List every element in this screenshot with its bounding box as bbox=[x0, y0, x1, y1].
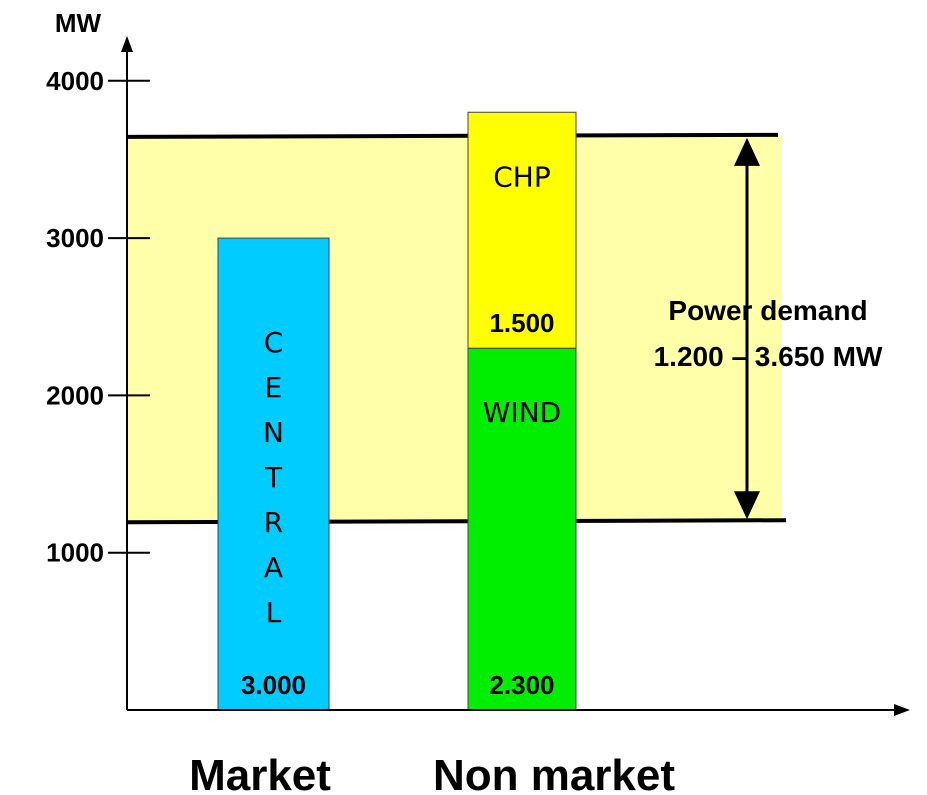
power-demand-title: Power demand bbox=[668, 295, 867, 326]
segment-label-letter: L bbox=[266, 596, 282, 629]
value-label-central: 3.000 bbox=[241, 670, 306, 700]
y-tick-label: 3000 bbox=[46, 223, 104, 253]
bar-central bbox=[217, 237, 330, 711]
category-label: Non market bbox=[433, 751, 675, 795]
value-label-wind: 2.300 bbox=[489, 670, 554, 700]
x-axis-arrow bbox=[894, 704, 910, 716]
segment-label-letter: C bbox=[264, 326, 284, 359]
segment-label-letter: E bbox=[265, 371, 283, 404]
power-demand-range-arrow bbox=[734, 137, 760, 520]
segment-label-chp: CHP bbox=[493, 160, 551, 193]
y-tick-label: 2000 bbox=[46, 380, 104, 410]
power-demand-range: 1.200 – 3.650 MW bbox=[654, 341, 883, 372]
y-tick-label: 1000 bbox=[46, 538, 104, 568]
range-arrow-down-head bbox=[734, 491, 760, 520]
category-labels: Market Non market bbox=[189, 751, 675, 795]
y-axis-arrow bbox=[121, 36, 133, 52]
y-axis-label: MW bbox=[55, 8, 102, 38]
bar-chp bbox=[467, 111, 577, 349]
bar-wind bbox=[467, 347, 577, 711]
segment-label-letter: A bbox=[264, 551, 283, 584]
segment-label-letter: N bbox=[263, 416, 284, 449]
segment-label-letter: R bbox=[264, 506, 283, 539]
value-label-chp: 1.500 bbox=[489, 308, 554, 338]
category-label: Market bbox=[189, 751, 331, 795]
power-demand-upper-line bbox=[126, 132, 779, 139]
y-ticks: 1000 2000 3000 4000 bbox=[46, 66, 150, 568]
range-arrow-up-head bbox=[734, 137, 760, 166]
segment-label-letter: T bbox=[264, 461, 283, 494]
y-tick-label: 4000 bbox=[46, 66, 104, 96]
segment-label-wind: WIND bbox=[483, 396, 561, 429]
